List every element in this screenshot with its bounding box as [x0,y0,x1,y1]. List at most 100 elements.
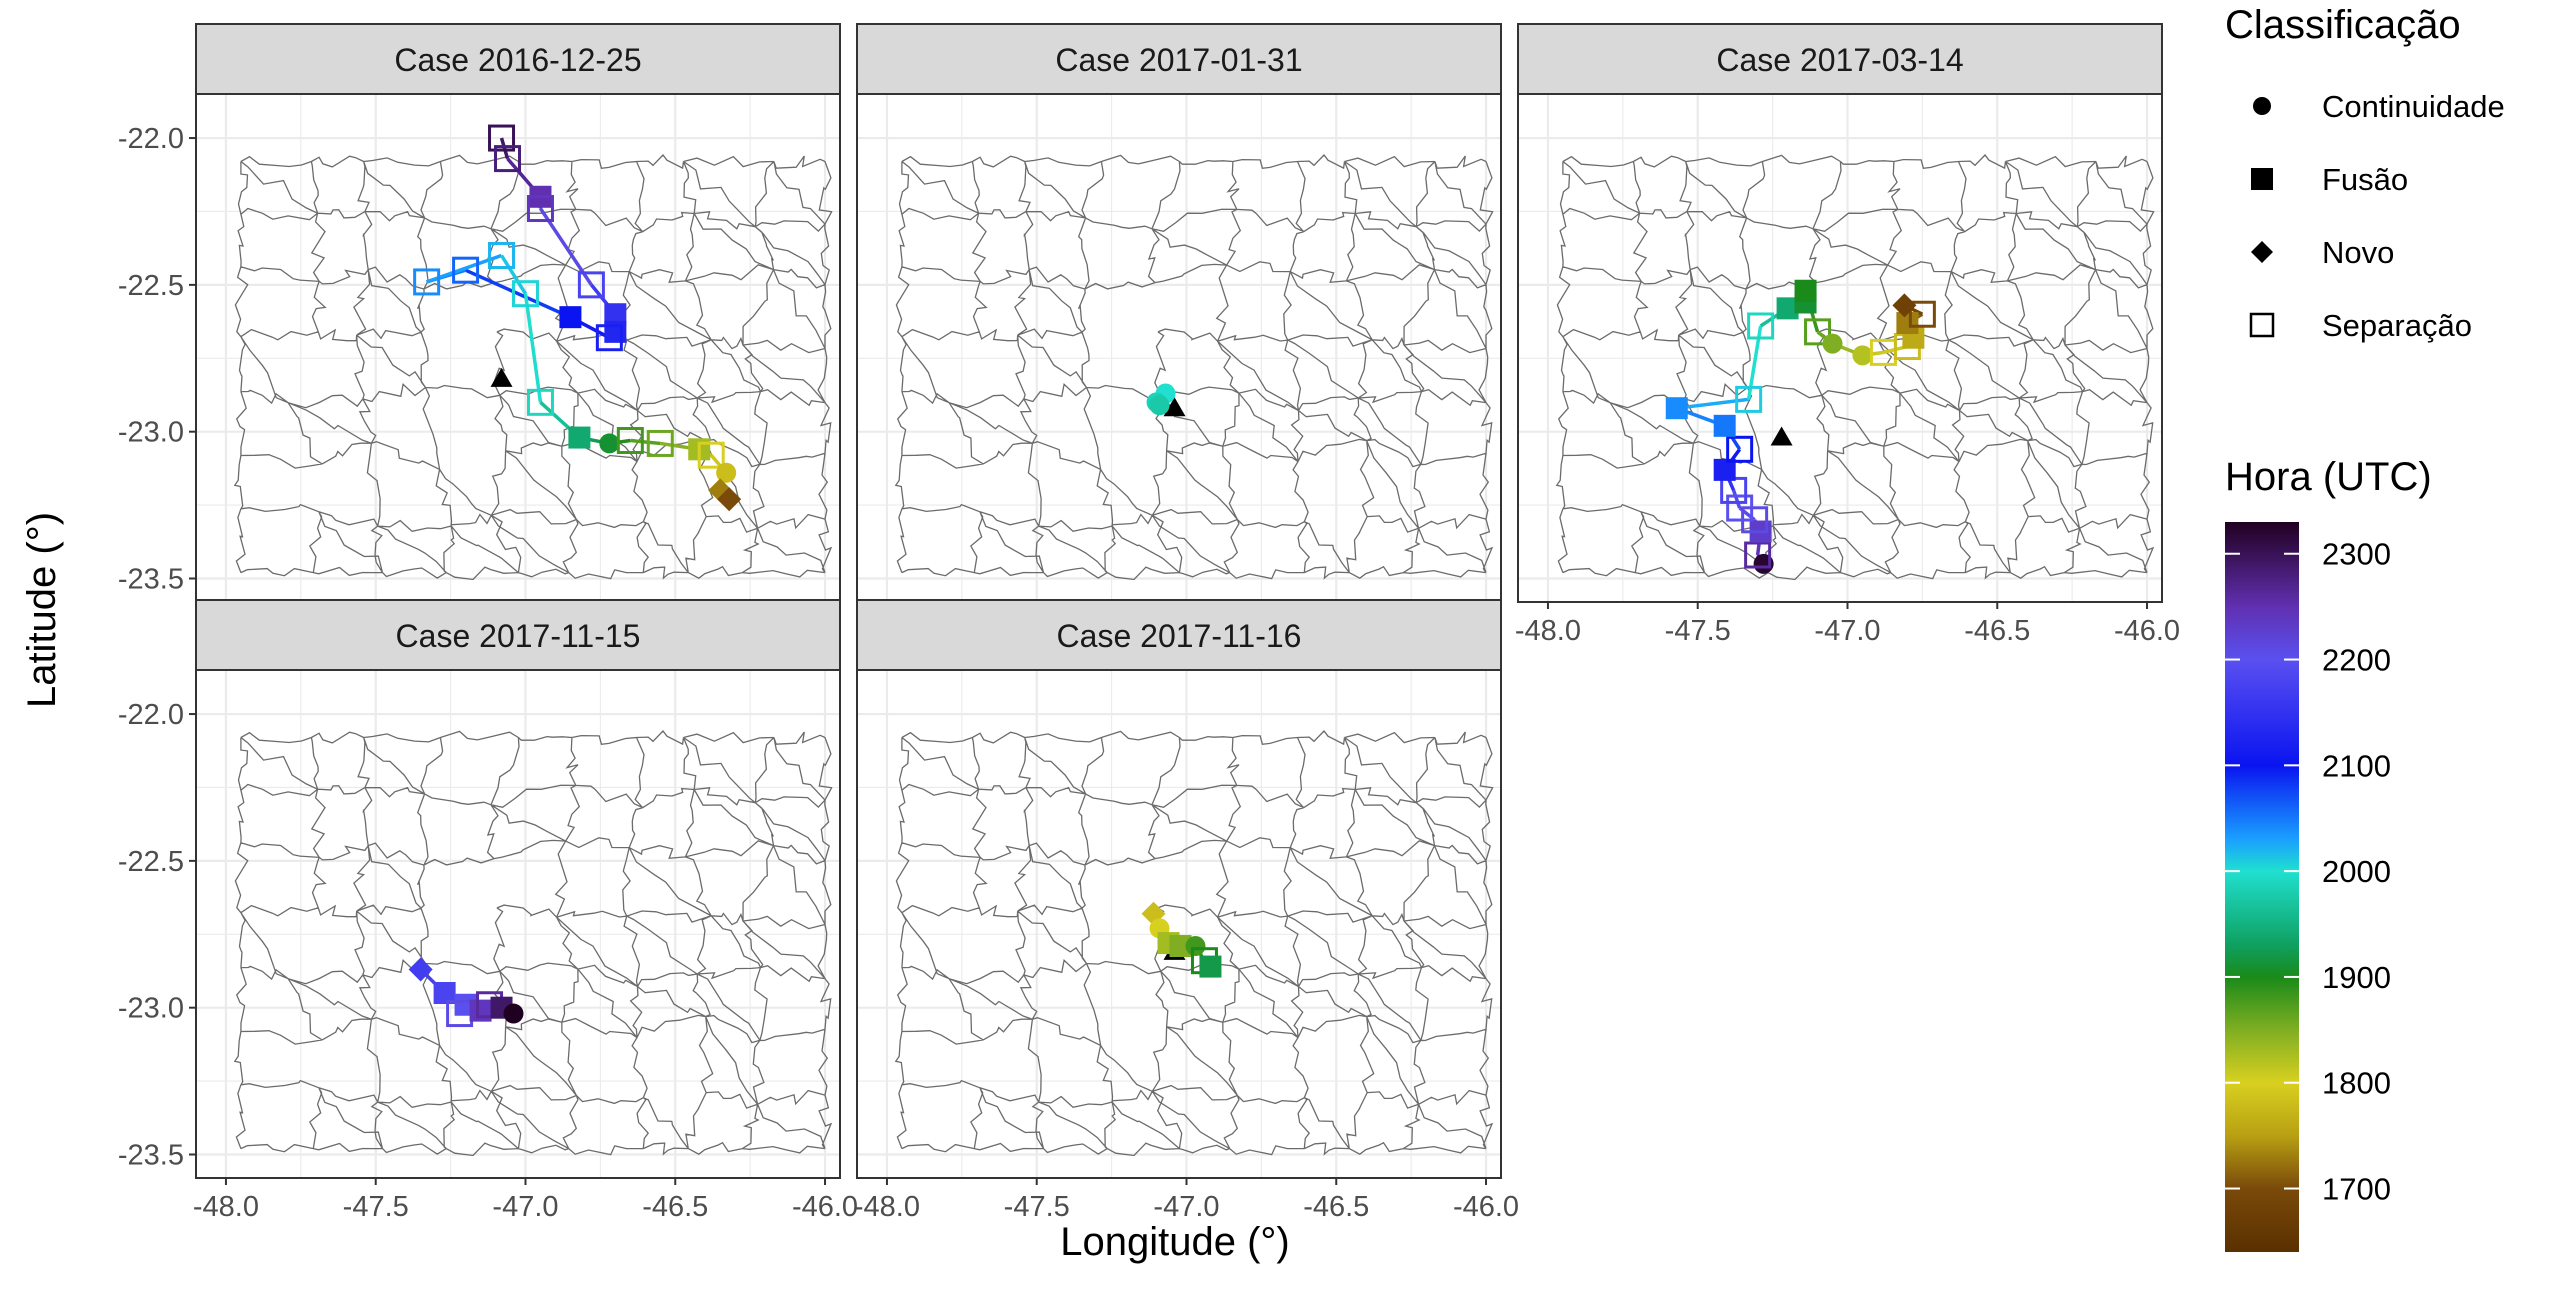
continuidade-point [599,433,620,454]
colorbar-tick-label: 1700 [2322,1172,2391,1207]
x-axis-title: Longitude (°) [1060,1220,1289,1264]
x-tick-label: -46.5 [1303,1191,1369,1223]
x-tick-label: -48.0 [1515,615,1581,647]
x-tick-label: -46.0 [792,1191,858,1223]
separacao-point [1744,541,1772,569]
x-tick-label: -47.5 [1665,615,1731,647]
colorbar-tick-label: 2300 [2322,537,2391,572]
origin-triangle [1770,426,1793,446]
panel-title: Case 2017-03-14 [1716,42,1963,78]
y-tick-label: -23.0 [118,993,184,1025]
separacao-point [494,145,522,173]
y-tick-label: -22.0 [118,699,184,731]
separacao-point [1726,435,1754,463]
panel-1: Case 2016-12-25 [195,23,841,603]
novo-point [1892,293,1917,318]
separacao-point [1908,300,1936,328]
continuidade-point [1185,936,1206,957]
x-tick-label: -46.0 [1453,1191,1519,1223]
continuidade-point [1149,395,1170,416]
panel-title: Case 2017-11-16 [1057,618,1302,654]
panel-2: Case 2017-01-31 [856,23,1502,603]
separacao-point [1726,494,1754,522]
separacao-point [616,426,644,454]
x-tick-label: -47.0 [492,1191,558,1223]
separacao-point [511,280,539,308]
fusao-point [1896,312,1919,335]
separacao-point [646,429,674,457]
fusao-point [1199,955,1222,978]
separacao-point [413,268,441,296]
track-segment [500,254,527,295]
colorbar-tick-label: 2100 [2322,748,2391,783]
track-segment [499,137,510,160]
track-segment [523,293,543,403]
panel-5: Case 2017-11-16 [856,599,1502,1179]
separacao-point [1804,318,1832,346]
panel-border [195,669,841,1179]
x-tick-label: -47.5 [343,1191,409,1223]
fusao-point [1713,414,1736,437]
separacao-point [526,388,554,416]
municipal-boundaries [233,154,833,581]
origin-triangle [490,367,513,387]
origin-triangle [1163,397,1186,417]
continuidade-point [1822,333,1843,354]
panel-title: Case 2016-12-25 [394,42,641,78]
panel-border [856,669,1502,1179]
track-segment [464,268,572,319]
shape-legend-label: Fusão [2322,162,2408,197]
separacao-point [1747,312,1775,340]
colorbar-tick-label: 2200 [2322,643,2391,678]
municipal-boundaries [233,730,833,1157]
panel-title: Case 2017-11-15 [396,618,641,654]
panel-title: Case 2017-01-31 [1055,42,1302,78]
panels-layer: Case 2016-12-25 Case 2017-01-31 Case 2017-… [195,23,2163,1179]
separacao-point [577,271,605,299]
continuidade-point [716,462,737,483]
y-tick-label: -23.5 [118,1140,184,1172]
separacao-point [488,124,516,152]
fusao-point [559,306,582,329]
fusao-point [469,999,492,1022]
separacao-point [1735,385,1763,413]
axes-layer: -22.0 -22.5 -23.0 -23.5 -48.0 -47.5 -47.0 -46.5… [118,123,2180,1223]
novo-point [717,487,742,512]
color-legend: Hora (UTC) 2300 2200 2100 2000 1900 1800 1700 [2225,455,2432,1252]
separacao-point [526,195,554,223]
x-tick-label: -47.0 [1153,1191,1219,1223]
track-segment [630,438,661,446]
municipal-boundaries [894,730,1494,1157]
novo-point [408,957,433,982]
shape-legend-title: Classificação [2225,3,2461,47]
shape-legend-label: Novo [2322,235,2394,270]
fusao-point [604,320,627,343]
separacao-point [595,324,623,352]
continuidade-point [1852,345,1873,366]
panel-strip [1517,23,2163,95]
colorbar-tick-label: 1800 [2322,1066,2391,1101]
separacao-point [697,441,725,469]
fusao-point [1776,297,1799,320]
fusao-point [1713,458,1736,481]
panel-border [1517,93,2163,603]
fusao-point [1665,397,1688,420]
continuidade-key-icon [2253,97,2271,115]
novo-key-icon [2251,241,2273,263]
panel-strip [195,599,841,671]
fusao-point [568,426,591,449]
shape-legend-label: Separação [2322,308,2472,343]
separacao-point [452,256,480,284]
y-tick-label: -22.5 [118,270,184,302]
fusao-key-icon [2251,168,2273,190]
x-tick-label: -47.0 [1814,615,1880,647]
x-tick-label: -46.0 [2114,615,2180,647]
x-tick-label: -47.5 [1004,1191,1070,1223]
y-axis-title: Latitude (°) [20,512,64,708]
colorbar-tick-label: 1900 [2322,960,2391,995]
y-tick-label: -22.5 [118,846,184,878]
track-segment [1732,489,1742,509]
colorbar [2225,522,2299,1252]
fusao-point [604,303,627,326]
fusao-point [433,982,456,1005]
